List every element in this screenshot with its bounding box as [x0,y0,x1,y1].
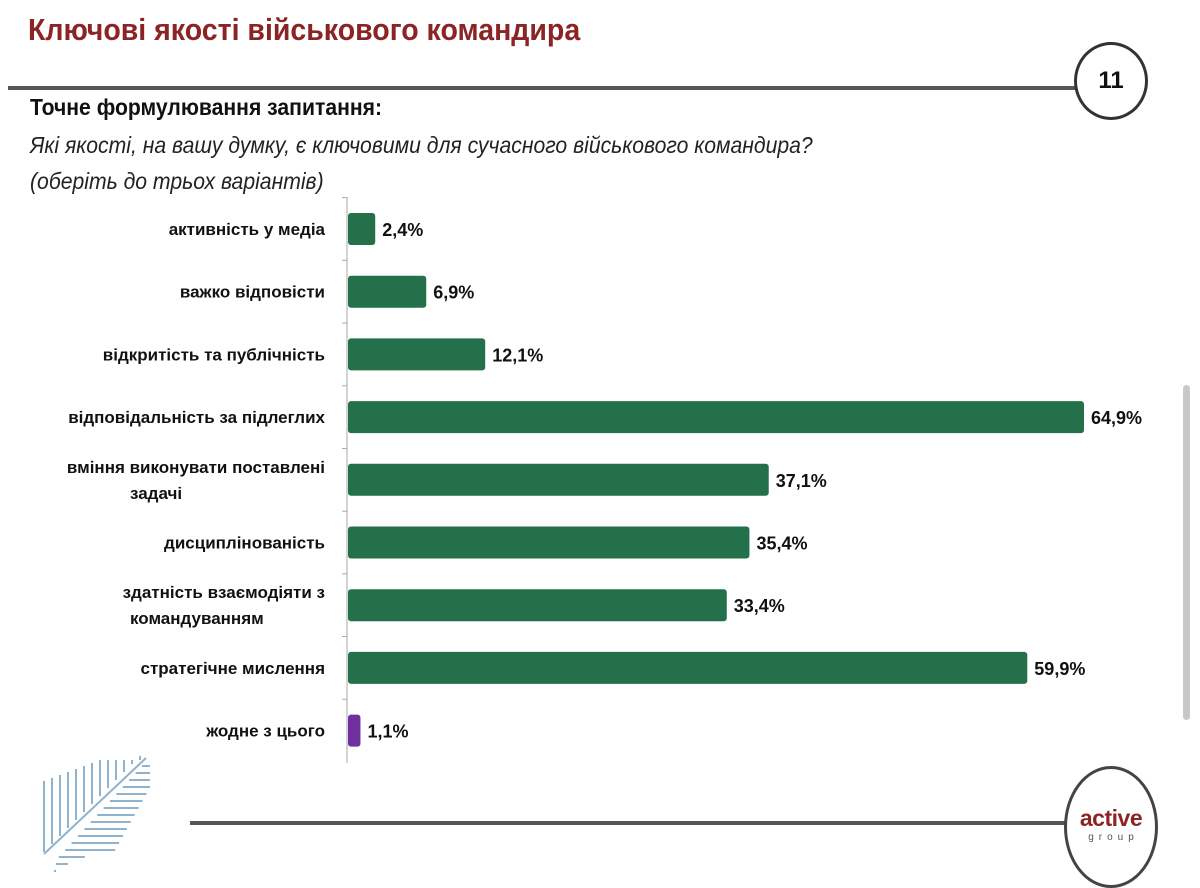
slide-title: Ключові якості військового командира [28,12,581,47]
header-divider [8,86,1076,90]
active-group-logo: active group [1064,766,1158,888]
data-label: 1,1% [367,722,408,742]
bar [348,401,1084,434]
bar [348,526,750,559]
bar [348,463,769,496]
category-label: активність у медіа [169,220,326,239]
data-label: 37,1% [776,471,827,491]
category-label: жодне з цього [205,722,325,741]
bar [348,651,1028,684]
data-label: 6,9% [433,283,474,303]
category-label: здатність взаємодіяти з командуванням [123,583,325,628]
category-label: відповідальність за підлеглих [68,408,325,427]
page-number-badge: 11 [1074,42,1148,120]
page-number: 11 [1098,67,1124,94]
category-label: дисциплінованість [164,534,325,553]
question-note: (оберіть до трьох варіантів) [30,168,324,194]
question-heading: Точне формулювання запитання: [30,94,383,120]
category-label: важко відповісти [180,283,325,302]
scrollbar[interactable] [1183,385,1190,720]
bar-chart: 2,4% активність у медіа 6,9% важко відповіс… [67,197,1142,763]
bar [348,338,486,371]
bar [348,714,361,747]
data-label: 2,4% [382,220,423,240]
category-label: відкритість та публічність [103,345,325,364]
question-text: Які якості, на вашу думку, є ключовими д… [30,132,813,158]
leaf-logo-icon [43,756,150,872]
footer-divider [190,821,1070,825]
category-label: стратегічне мислення [141,659,326,678]
bar [348,589,727,622]
logo-active-text: active [1079,805,1143,831]
data-label: 12,1% [492,345,543,365]
logo-group-text: group [1088,832,1139,843]
data-label: 35,4% [756,534,807,554]
bar [348,213,376,245]
data-label: 64,9% [1091,408,1142,428]
category-label: вміння виконувати поставлені задачі [67,458,325,503]
bar [348,275,427,308]
data-label: 59,9% [1034,659,1085,679]
data-label: 33,4% [734,596,785,616]
